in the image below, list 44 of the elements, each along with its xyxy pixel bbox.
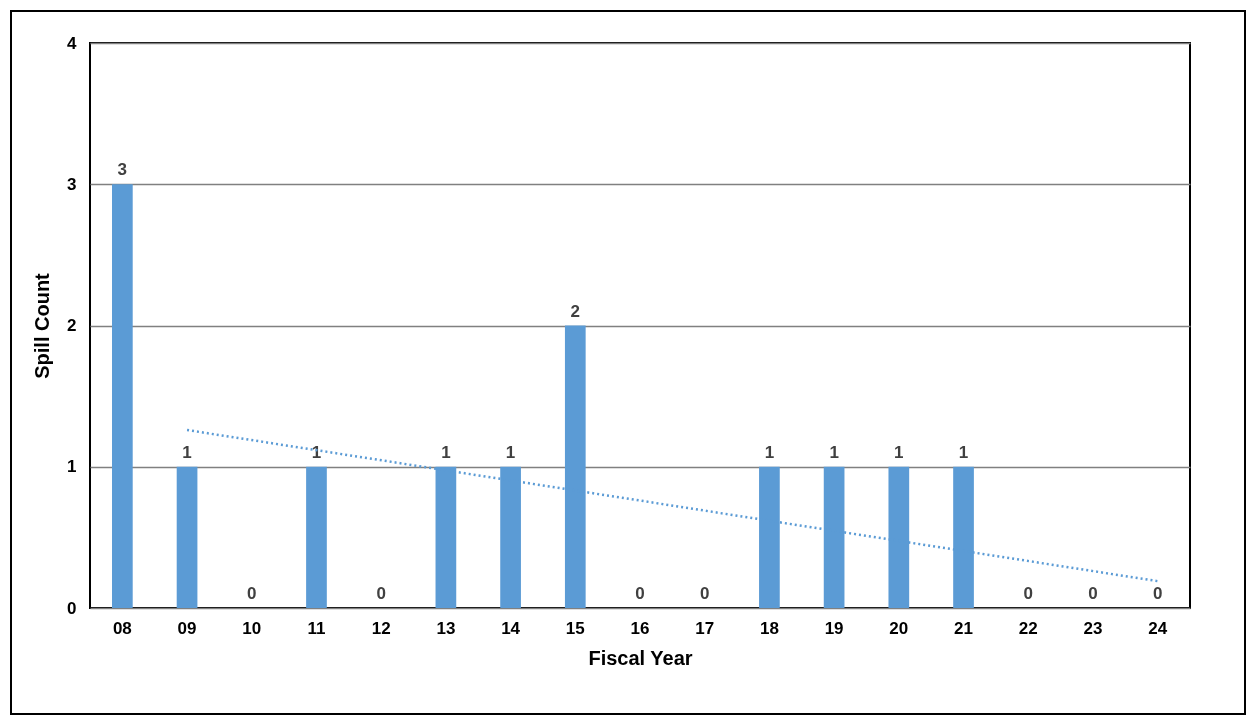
data-label: 1	[764, 442, 775, 462]
data-label: 1	[894, 442, 904, 462]
x-tick-label: 19	[824, 618, 844, 638]
x-tick-label: 21	[954, 618, 973, 638]
x-tick-label: 24	[1148, 618, 1168, 638]
x-tick-label: 15	[565, 618, 585, 638]
x-tick-label: 09	[177, 618, 197, 638]
data-label: 1	[182, 442, 192, 462]
y-axis-title: Spill Count	[31, 272, 54, 379]
x-tick-label: 16	[630, 618, 650, 638]
data-label: 0	[1088, 584, 1098, 603]
data-label: 0	[699, 584, 710, 603]
data-label: 0	[1023, 584, 1033, 603]
x-axis-title: Fiscal Year	[588, 646, 693, 669]
data-label: 0	[376, 584, 386, 603]
bar	[176, 466, 198, 608]
y-tick-label: 1	[67, 457, 77, 477]
bar	[112, 184, 133, 608]
y-tick-label: 0	[67, 598, 77, 618]
x-tick-label: 20	[889, 618, 909, 638]
x-tick-label: 12	[371, 618, 391, 638]
y-tick-label: 4	[67, 33, 78, 53]
data-label: 1	[311, 442, 322, 462]
x-tick-label: 13	[436, 618, 456, 638]
y-tick-label: 3	[67, 174, 77, 194]
x-tick-label: 08	[112, 618, 132, 638]
bar	[306, 466, 327, 608]
y-tick-label: 2	[67, 316, 77, 335]
data-label: 2	[570, 301, 581, 321]
data-label: 1	[958, 442, 969, 462]
x-tick-label: 17	[695, 618, 715, 638]
data-label: 0	[635, 584, 645, 603]
data-label: 0	[1152, 584, 1163, 603]
data-label: 0	[247, 584, 257, 603]
data-label: 1	[441, 442, 451, 462]
data-label: 1	[829, 442, 839, 462]
x-tick-label: 22	[1018, 618, 1038, 638]
x-tick-label: 18	[759, 618, 779, 638]
x-tick-label: 11	[307, 618, 326, 638]
x-tick-label: 23	[1083, 618, 1103, 638]
data-label: 1	[505, 442, 516, 462]
x-tick-label: 14	[501, 618, 521, 638]
x-tick-label: 10	[242, 618, 262, 638]
data-label: 3	[117, 160, 128, 180]
